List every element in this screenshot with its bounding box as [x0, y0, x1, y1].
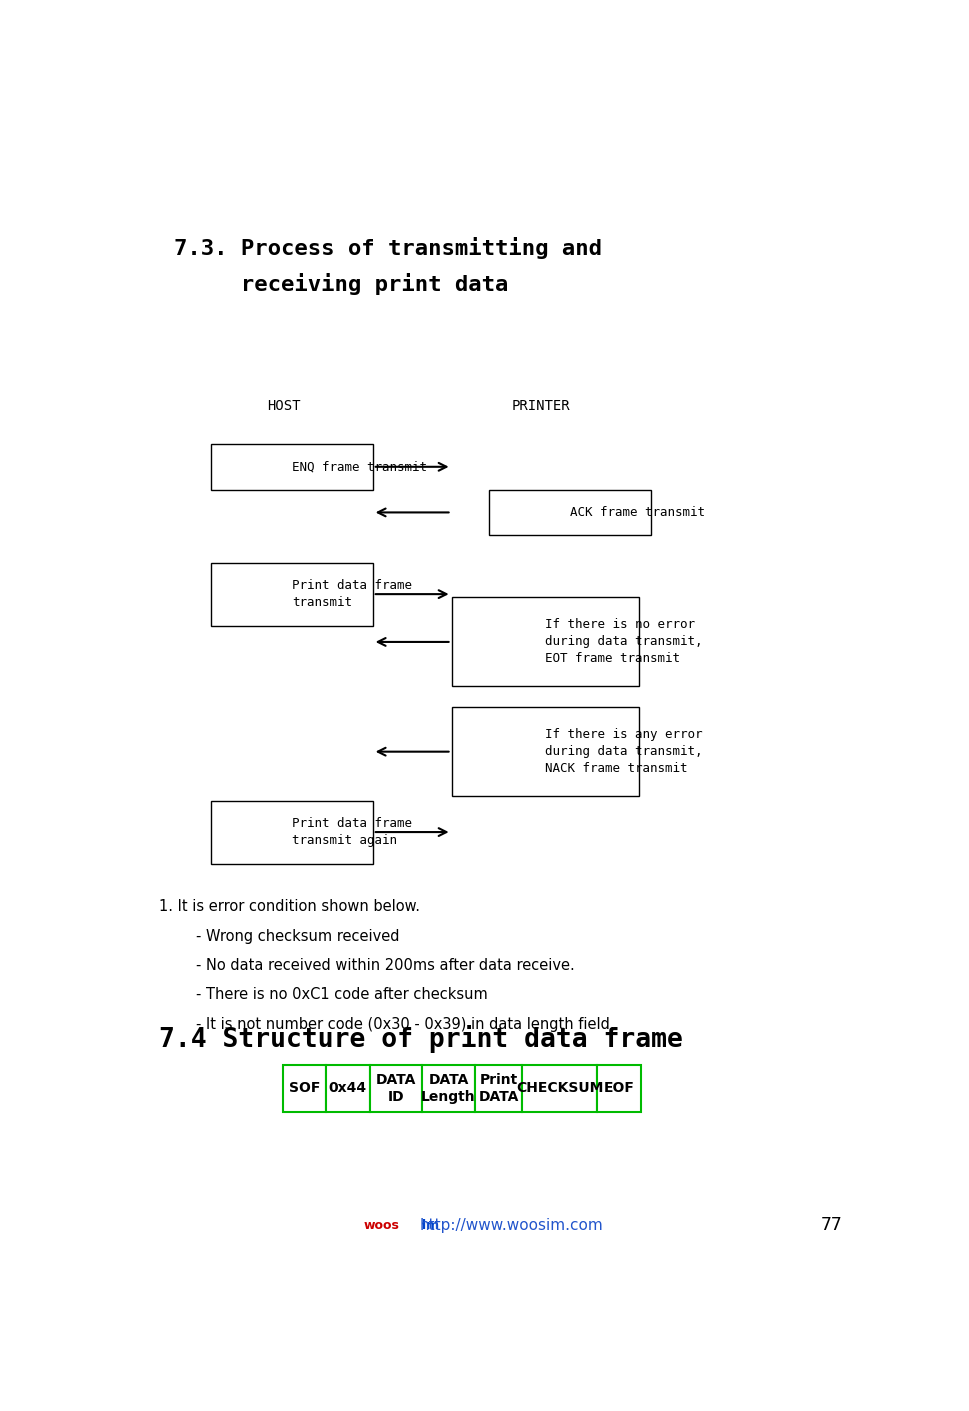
- FancyBboxPatch shape: [211, 444, 373, 490]
- Text: 0x44: 0x44: [328, 1081, 367, 1095]
- Text: - No data received within 200ms after data receive.: - No data received within 200ms after da…: [196, 958, 575, 974]
- Text: 77: 77: [821, 1216, 842, 1235]
- Text: - There is no 0xC1 code after checksum: - There is no 0xC1 code after checksum: [196, 988, 488, 1002]
- FancyBboxPatch shape: [211, 563, 373, 625]
- Text: PRINTER: PRINTER: [512, 399, 571, 412]
- Text: 1. It is error condition shown below.: 1. It is error condition shown below.: [159, 899, 420, 914]
- FancyBboxPatch shape: [597, 1064, 641, 1112]
- FancyBboxPatch shape: [211, 800, 373, 864]
- FancyBboxPatch shape: [489, 490, 650, 535]
- FancyBboxPatch shape: [422, 1064, 475, 1112]
- FancyBboxPatch shape: [327, 1064, 370, 1112]
- FancyBboxPatch shape: [283, 1064, 327, 1112]
- Text: Print
DATA: Print DATA: [479, 1074, 518, 1103]
- FancyBboxPatch shape: [452, 597, 640, 687]
- Text: DATA
ID: DATA ID: [376, 1074, 416, 1103]
- Text: 7.3. Process of transmitting and: 7.3. Process of transmitting and: [173, 237, 602, 258]
- Text: http://www.woosim.com: http://www.woosim.com: [420, 1218, 604, 1233]
- Text: If there is any error
during data transmit,
NACK frame transmit: If there is any error during data transm…: [546, 728, 703, 775]
- Text: - Wrong checksum received: - Wrong checksum received: [196, 928, 400, 944]
- FancyBboxPatch shape: [370, 1064, 422, 1112]
- Text: ENQ frame transmit: ENQ frame transmit: [292, 460, 427, 474]
- Text: DATA
Length: DATA Length: [422, 1074, 476, 1103]
- Text: ACK frame transmit: ACK frame transmit: [570, 507, 704, 519]
- Text: - It is not number code (0x30 - 0x39) in data length field.: - It is not number code (0x30 - 0x39) in…: [196, 1017, 615, 1031]
- Text: SOF: SOF: [289, 1081, 320, 1095]
- Text: lm: lm: [422, 1219, 439, 1232]
- Text: Print data frame
transmit again: Print data frame transmit again: [292, 817, 412, 847]
- Text: woos: woos: [363, 1219, 399, 1232]
- Text: receiving print data: receiving print data: [173, 272, 508, 295]
- FancyBboxPatch shape: [452, 707, 640, 796]
- Text: Print data frame
transmit: Print data frame transmit: [292, 579, 412, 610]
- Text: CHECKSUM: CHECKSUM: [516, 1081, 604, 1095]
- FancyBboxPatch shape: [522, 1064, 597, 1112]
- FancyBboxPatch shape: [475, 1064, 522, 1112]
- Text: 7.4 Structure of print data frame: 7.4 Structure of print data frame: [159, 1026, 682, 1054]
- Text: HOST: HOST: [267, 399, 301, 412]
- Text: EOF: EOF: [604, 1081, 635, 1095]
- Text: If there is no error
during data transmit,
EOT frame transmit: If there is no error during data transmi…: [546, 618, 703, 666]
